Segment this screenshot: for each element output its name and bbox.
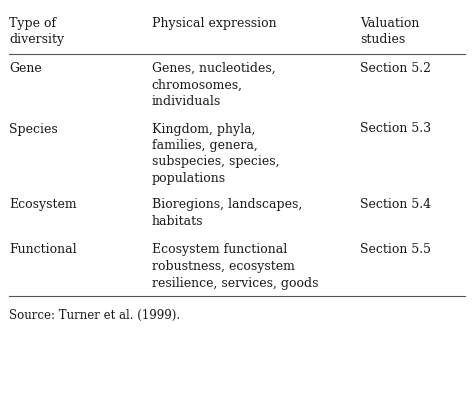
Text: Section 5.5: Section 5.5 bbox=[360, 243, 431, 256]
Text: Species: Species bbox=[9, 122, 58, 135]
Text: Section 5.4: Section 5.4 bbox=[360, 198, 431, 211]
Text: Type of
diversity: Type of diversity bbox=[9, 17, 64, 46]
Text: Genes, nucleotides,
chromosomes,
individuals: Genes, nucleotides, chromosomes, individ… bbox=[152, 62, 275, 108]
Text: Section 5.3: Section 5.3 bbox=[360, 122, 431, 135]
Text: Source: Turner et al. (1999).: Source: Turner et al. (1999). bbox=[9, 308, 181, 321]
Text: Section 5.2: Section 5.2 bbox=[360, 62, 431, 75]
Text: Valuation
studies: Valuation studies bbox=[360, 17, 419, 46]
Text: Ecosystem functional
robustness, ecosystem
resilience, services, goods: Ecosystem functional robustness, ecosyst… bbox=[152, 243, 318, 289]
Text: Physical expression: Physical expression bbox=[152, 17, 276, 30]
Text: Gene: Gene bbox=[9, 62, 42, 75]
Text: Kingdom, phyla,
families, genera,
subspecies, species,
populations: Kingdom, phyla, families, genera, subspe… bbox=[152, 122, 279, 184]
Text: Ecosystem: Ecosystem bbox=[9, 198, 77, 211]
Text: Functional: Functional bbox=[9, 243, 77, 256]
Text: Bioregions, landscapes,
habitats: Bioregions, landscapes, habitats bbox=[152, 198, 302, 227]
